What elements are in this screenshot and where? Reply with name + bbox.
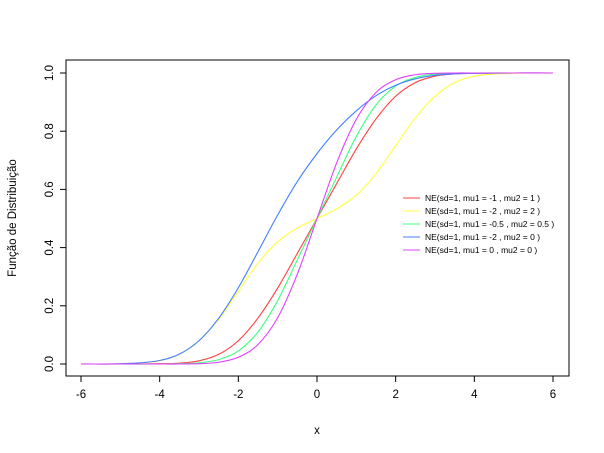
y-axis-title: Função de Distribuição (7, 159, 19, 277)
y-tick-label: 0.2 (44, 298, 56, 314)
x-tick-label: 4 (471, 389, 478, 401)
legend-entry: NE(sd=1, mu1 = -2 , mu2 = 2 ) (425, 206, 540, 216)
legend-entry: NE(sd=1, mu1 = 0 , mu2 = 0 ) (425, 245, 537, 255)
x-tick-label: 6 (550, 389, 556, 401)
y-tick-label: 0.0 (44, 356, 56, 372)
x-tick-label: -4 (155, 389, 166, 401)
series-line-4 (80, 72, 554, 365)
legend: NE(sd=1, mu1 = -1 , mu2 = 1 ) NE(sd=1, mu… (403, 193, 554, 255)
y-tick-label: 0.8 (44, 123, 56, 139)
series-layer (80, 72, 554, 365)
x-tick-label: -6 (76, 389, 86, 401)
x-tick-label: -2 (233, 389, 243, 401)
legend-entry: NE(sd=1, mu1 = -1 , mu2 = 1 ) (425, 193, 540, 203)
y-axis: 0.0 0.2 0.4 0.6 0.8 1.0 (44, 65, 67, 372)
legend-entry: NE(sd=1, mu1 = -2 , mu2 = 0 ) (425, 232, 540, 242)
series-line-5 (81, 72, 553, 365)
legend-entry: NE(sd=1, mu1 = -0.5 , mu2 = 0.5 ) (425, 219, 554, 229)
x-tick-label: 2 (392, 389, 398, 401)
y-tick-label: 0.4 (44, 239, 56, 256)
x-axis: -6 -4 -2 0 2 4 6 (76, 375, 556, 401)
y-tick-label: 0.6 (44, 181, 56, 197)
x-tick-label: 0 (314, 389, 320, 401)
x-axis-title: x (314, 425, 320, 437)
y-tick-label: 1.0 (44, 65, 56, 81)
